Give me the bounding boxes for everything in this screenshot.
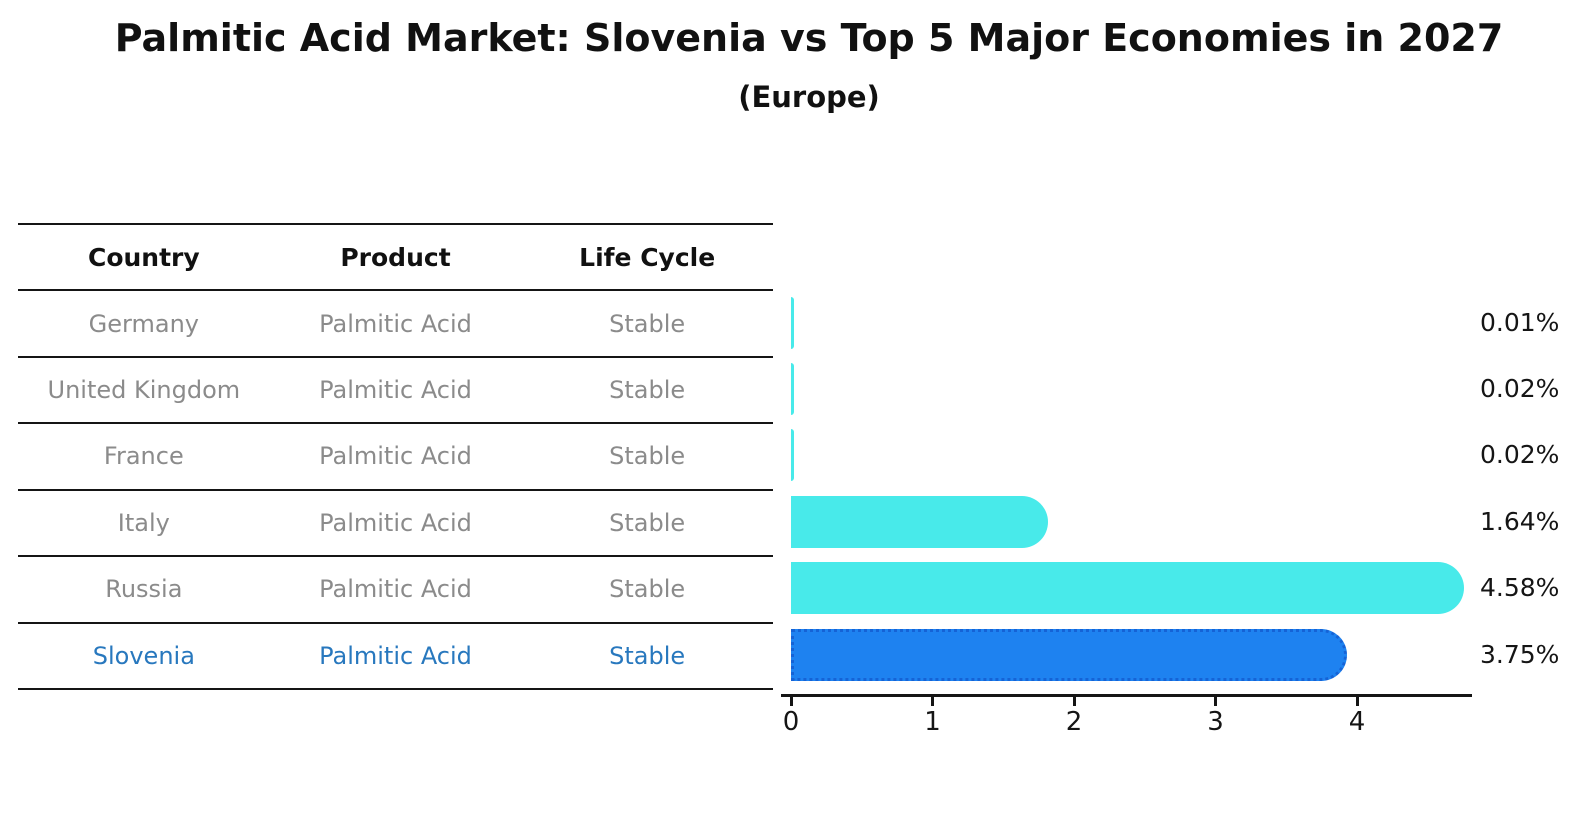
cell-country: Slovenia: [92, 641, 195, 670]
x-tick-mark: [1214, 697, 1217, 706]
bar-value-label: 3.75%: [1480, 639, 1560, 669]
table-row-highlight: Slovenia Palmitic Acid Stable: [18, 621, 773, 688]
bar-germany: [791, 296, 794, 349]
cell-product: Palmitic Acid: [319, 508, 472, 537]
cell-product: Palmitic Acid: [319, 442, 472, 471]
cell-country: France: [103, 442, 184, 471]
x-axis-line: [781, 694, 1472, 697]
bar-italy: [791, 495, 1049, 548]
bar-united-kingdom: [791, 363, 794, 416]
table-row: Italy Palmitic Acid Stable: [18, 488, 773, 555]
bar-highlight-slovenia: [791, 628, 1347, 681]
column-header-lifecycle: Life Cycle: [579, 242, 716, 272]
x-tick-label: 2: [1065, 707, 1083, 737]
table-header-row: Country Product Life Cycle: [18, 223, 773, 289]
cell-country: Russia: [105, 575, 183, 604]
x-tick-label: 3: [1207, 707, 1224, 737]
page-subtitle: (Europe): [738, 80, 880, 114]
bar-value-label: 0.01%: [1480, 307, 1560, 337]
x-tick-mark: [1072, 697, 1076, 706]
table-row: Russia Palmitic Acid Stable: [18, 555, 773, 621]
column-header-country: Country: [87, 242, 200, 272]
table-row: France Palmitic Acid Stable: [18, 422, 773, 488]
bar-france: [791, 429, 794, 482]
cell-product: Palmitic Acid: [319, 641, 472, 670]
cell-product: Palmitic Acid: [319, 376, 472, 405]
table-row: United Kingdom Palmitic Acid Stable: [18, 355, 773, 422]
cell-lifecycle: Stable: [609, 376, 686, 405]
data-table: Country Product Life Cycle Germany Palmi…: [18, 223, 773, 690]
x-tick-mark: [931, 697, 934, 706]
column-header-product: Product: [340, 242, 451, 272]
table-row: Germany Palmitic Acid Stable: [18, 289, 773, 355]
cell-product: Palmitic Acid: [319, 575, 472, 604]
cell-country: Italy: [117, 508, 170, 537]
cell-country: Germany: [88, 309, 199, 338]
bar-value-label: 0.02%: [1480, 374, 1560, 404]
x-tick-mark: [789, 697, 793, 706]
bar-value-label: 0.02%: [1480, 440, 1560, 470]
x-tick-label: 1: [924, 707, 941, 737]
cell-lifecycle: Stable: [609, 575, 686, 604]
cell-country: United Kingdom: [47, 376, 241, 405]
bar-value-label: 1.64%: [1480, 506, 1560, 536]
x-tick-mark: [1355, 697, 1359, 706]
x-tick-label: 0: [782, 707, 800, 737]
bar-value-label: 4.58%: [1480, 573, 1560, 603]
cell-product: Palmitic Acid: [319, 309, 472, 338]
cell-lifecycle: Stable: [609, 641, 686, 670]
page-title: Palmitic Acid Market: Slovenia vs Top 5 …: [114, 16, 1504, 60]
cell-lifecycle: Stable: [609, 508, 686, 537]
bar-russia: [791, 562, 1465, 615]
cell-lifecycle: Stable: [609, 309, 686, 338]
x-tick-label: 4: [1348, 707, 1366, 737]
cell-lifecycle: Stable: [609, 442, 686, 471]
